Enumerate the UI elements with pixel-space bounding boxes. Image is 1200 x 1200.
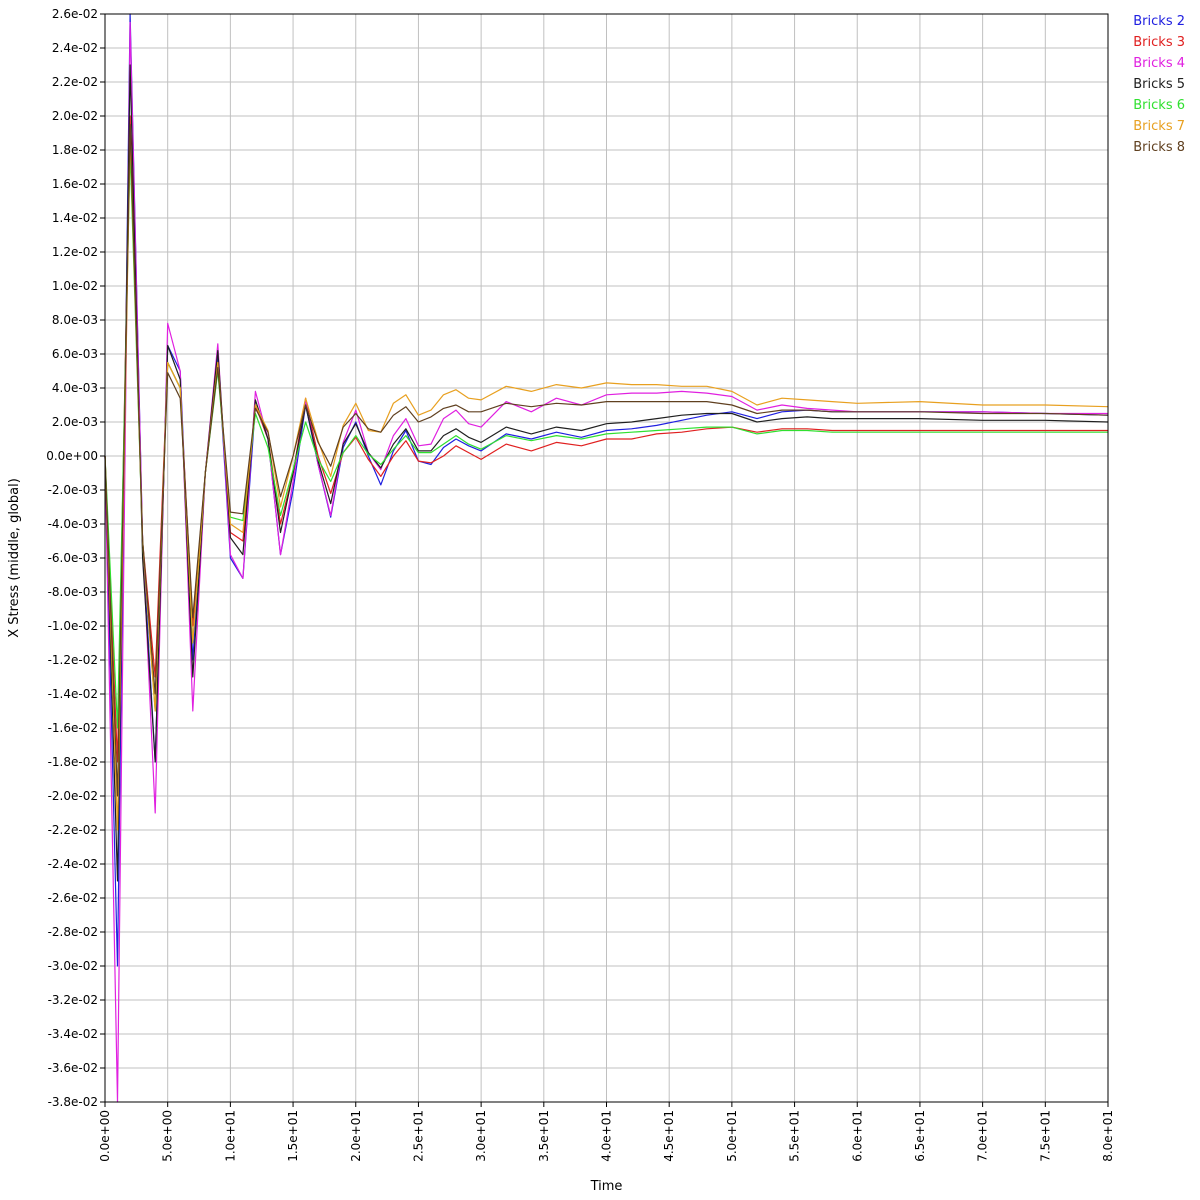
x-tick-label: 6.0e+01	[850, 1110, 864, 1162]
x-tick-label: 1.5e+01	[286, 1110, 300, 1162]
y-tick-label: -2.6e-02	[48, 891, 98, 905]
y-tick-label: -4.0e-03	[48, 517, 98, 531]
y-tick-label: -3.6e-02	[48, 1061, 98, 1075]
y-tick-label: -2.8e-02	[48, 925, 98, 939]
y-tick-label: -1.8e-02	[48, 755, 98, 769]
legend-entry: Bricks 2	[1133, 14, 1185, 29]
y-axis-label: X Stress (middle, global)	[7, 478, 22, 638]
x-tick-label: 6.5e+01	[913, 1110, 927, 1162]
x-tick-label: 2.0e+01	[349, 1110, 363, 1162]
y-tick-label: -8.0e-03	[48, 585, 98, 599]
x-tick-label: 7.5e+01	[1038, 1110, 1052, 1162]
x-tick-label: 5.5e+01	[788, 1110, 802, 1162]
x-tick-label: 5.0e+00	[161, 1110, 175, 1162]
x-tick-label: 1.0e+01	[223, 1110, 237, 1162]
legend-entry: Bricks 4	[1133, 56, 1185, 71]
x-tick-label: 3.0e+01	[474, 1110, 488, 1162]
y-tick-label: -1.0e-02	[48, 619, 98, 633]
y-tick-label: 8.0e-03	[52, 313, 98, 327]
y-tick-label: 1.4e-02	[52, 211, 98, 225]
y-tick-label: 2.0e-02	[52, 109, 98, 123]
y-tick-label: -6.0e-03	[48, 551, 98, 565]
y-axis-ticks: 2.6e-02 2.4e-02 2.2e-02 2.0e-02 1.8e-02 1.6e-…	[46, 7, 105, 1109]
legend: Bricks 2 Bricks 3 Bricks 4 Bricks 5 Bricks 6…	[1133, 14, 1185, 155]
x-tick-label: 7.0e+01	[976, 1110, 990, 1162]
x-tick-label: 8.0e+01	[1101, 1110, 1115, 1162]
y-tick-label: -1.6e-02	[48, 721, 98, 735]
x-tick-label: 2.5e+01	[411, 1110, 425, 1162]
grid-lines	[104, 13, 1109, 1103]
y-tick-label: 2.6e-02	[52, 7, 98, 21]
y-tick-label: -2.0e-03	[48, 483, 98, 497]
y-tick-label: -3.4e-02	[48, 1027, 98, 1041]
series-line-bricks-8	[104, 123, 1109, 797]
y-tick-label: -2.4e-02	[48, 857, 98, 871]
y-tick-label: -1.4e-02	[48, 687, 98, 701]
y-tick-label: -2.0e-02	[48, 789, 98, 803]
x-tick-label: 0.0e+00	[98, 1110, 112, 1162]
legend-entry: Bricks 5	[1133, 77, 1185, 92]
y-tick-label: 2.4e-02	[52, 41, 98, 55]
legend-entry: Bricks 6	[1133, 98, 1185, 113]
legend-entry: Bricks 3	[1133, 35, 1185, 50]
y-tick-label: 0.0e+00	[46, 449, 98, 463]
x-tick-label: 5.0e+01	[725, 1110, 739, 1162]
y-tick-label: 4.0e-03	[52, 381, 98, 395]
x-tick-label: 4.0e+01	[600, 1110, 614, 1162]
x-tick-label: 4.5e+01	[662, 1110, 676, 1162]
y-tick-label: 1.8e-02	[52, 143, 98, 157]
legend-entry: Bricks 8	[1133, 140, 1185, 155]
x-axis-label: Time	[590, 1179, 623, 1194]
y-tick-label: 1.6e-02	[52, 177, 98, 191]
y-tick-label: 1.0e-02	[52, 279, 98, 293]
x-tick-label: 3.5e+01	[537, 1110, 551, 1162]
y-tick-label: 2.0e-03	[52, 415, 98, 429]
y-tick-label: 2.2e-02	[52, 75, 98, 89]
series-lines	[104, 13, 1109, 1103]
y-tick-label: -3.8e-02	[48, 1095, 98, 1109]
y-tick-label: 1.2e-02	[52, 245, 98, 259]
x-axis-ticks: 0.0e+00 5.0e+00 1.0e+01 1.5e+01 2.0e+01 2.5e+…	[98, 1102, 1115, 1162]
legend-entry: Bricks 7	[1133, 119, 1185, 134]
y-tick-label: -2.2e-02	[48, 823, 98, 837]
y-tick-label: 6.0e-03	[52, 347, 98, 361]
y-tick-label: -3.0e-02	[48, 959, 98, 973]
y-tick-label: -1.2e-02	[48, 653, 98, 667]
y-tick-label: -3.2e-02	[48, 993, 98, 1007]
